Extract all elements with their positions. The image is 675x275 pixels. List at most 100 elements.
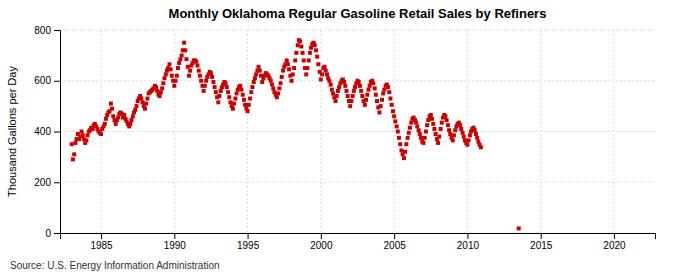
tick: 200 bbox=[34, 177, 60, 188]
point bbox=[345, 89, 349, 93]
point bbox=[393, 119, 397, 123]
point bbox=[167, 62, 171, 66]
tick-label: 1985 bbox=[90, 240, 113, 251]
point bbox=[309, 46, 313, 50]
point bbox=[131, 114, 135, 118]
tick: 2020 bbox=[603, 233, 626, 251]
point bbox=[391, 109, 395, 113]
point bbox=[141, 100, 145, 104]
point bbox=[323, 65, 327, 69]
point bbox=[203, 84, 207, 88]
point bbox=[352, 89, 356, 93]
point bbox=[308, 51, 312, 55]
point bbox=[247, 103, 251, 107]
point bbox=[296, 43, 300, 47]
point bbox=[459, 127, 463, 131]
point bbox=[346, 94, 350, 98]
point bbox=[287, 67, 291, 71]
point bbox=[294, 51, 298, 55]
tick-mark bbox=[541, 233, 542, 239]
point bbox=[421, 141, 425, 145]
point bbox=[462, 135, 466, 139]
point bbox=[81, 133, 85, 137]
point bbox=[334, 99, 338, 103]
point bbox=[426, 118, 430, 122]
point bbox=[429, 113, 433, 117]
point bbox=[298, 39, 302, 43]
annotation: Source: U.S. Energy Information Administ… bbox=[10, 260, 220, 271]
tick-mark bbox=[54, 233, 60, 234]
point bbox=[425, 123, 429, 127]
point bbox=[368, 84, 372, 88]
point bbox=[359, 89, 363, 93]
point bbox=[424, 130, 428, 134]
point bbox=[143, 107, 147, 111]
point bbox=[176, 66, 180, 70]
tick-label: 600 bbox=[34, 75, 51, 86]
point bbox=[382, 88, 386, 92]
point bbox=[430, 117, 434, 121]
point bbox=[177, 61, 181, 65]
point bbox=[116, 116, 120, 120]
point bbox=[390, 103, 394, 107]
point bbox=[178, 57, 182, 61]
point bbox=[145, 97, 149, 101]
point bbox=[431, 122, 435, 126]
point bbox=[204, 79, 208, 83]
tick-label: 2000 bbox=[310, 240, 333, 251]
point bbox=[465, 143, 469, 147]
point bbox=[270, 83, 274, 87]
point bbox=[418, 132, 422, 136]
point bbox=[447, 128, 451, 132]
point bbox=[139, 97, 143, 101]
points bbox=[70, 38, 521, 230]
point bbox=[381, 91, 385, 95]
point bbox=[91, 127, 95, 131]
point bbox=[409, 121, 413, 125]
point bbox=[404, 142, 408, 146]
point bbox=[216, 100, 220, 104]
point bbox=[325, 72, 329, 76]
point bbox=[398, 142, 402, 146]
tick-label: 2010 bbox=[457, 240, 480, 251]
point bbox=[248, 97, 252, 101]
point bbox=[172, 84, 176, 88]
point bbox=[336, 89, 340, 93]
point bbox=[135, 104, 139, 108]
point bbox=[439, 127, 443, 131]
point bbox=[399, 149, 403, 153]
point bbox=[448, 132, 452, 136]
point bbox=[188, 69, 192, 73]
point bbox=[214, 90, 218, 94]
point bbox=[402, 156, 406, 160]
point bbox=[187, 74, 191, 78]
point bbox=[130, 118, 134, 122]
point bbox=[182, 41, 186, 45]
point bbox=[242, 98, 246, 102]
tick-label: 800 bbox=[34, 25, 51, 36]
point bbox=[331, 91, 335, 95]
point bbox=[275, 95, 279, 99]
point bbox=[249, 90, 253, 94]
point bbox=[241, 93, 245, 97]
point bbox=[104, 117, 108, 121]
point bbox=[408, 126, 412, 130]
point bbox=[365, 93, 369, 97]
point bbox=[363, 103, 367, 107]
point bbox=[304, 72, 308, 76]
point bbox=[72, 152, 76, 156]
point bbox=[160, 86, 164, 90]
point bbox=[281, 69, 285, 73]
point bbox=[246, 109, 250, 113]
point bbox=[254, 72, 258, 76]
point bbox=[360, 94, 364, 98]
point bbox=[320, 72, 324, 76]
tick-label: 1995 bbox=[237, 240, 260, 251]
point bbox=[445, 118, 449, 122]
tick: 1995 bbox=[237, 233, 260, 251]
point bbox=[186, 65, 190, 69]
point bbox=[164, 72, 168, 76]
tick-mark bbox=[174, 233, 175, 239]
point bbox=[194, 60, 198, 64]
point bbox=[239, 88, 243, 92]
